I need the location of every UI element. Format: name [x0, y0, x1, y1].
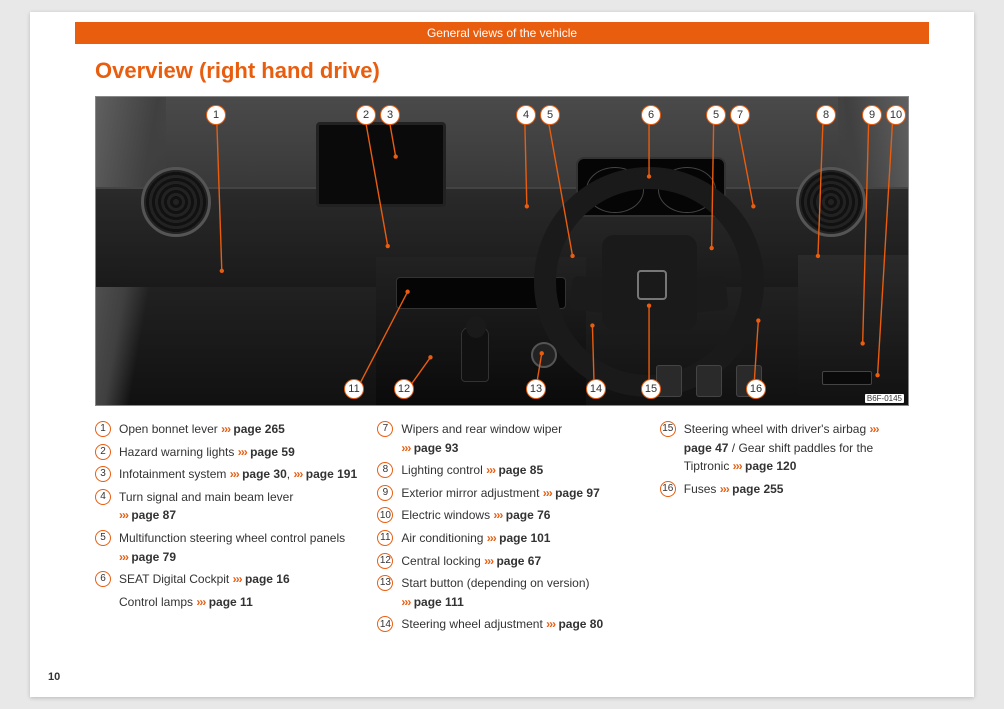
legend-number: 15: [660, 421, 676, 437]
window-buttons: [822, 371, 872, 385]
legend-item: 11 Air conditioning ››› page 101: [377, 529, 639, 548]
legend-item: 12 Central locking ››› page 67: [377, 552, 639, 571]
legend-text: Open bonnet lever ››› page 265: [119, 420, 357, 439]
legend-col-3: 15 Steering wheel with driver's airbag ››…: [660, 420, 909, 638]
callout-marker: 5: [540, 105, 560, 125]
overview-figure: B6F-0145 123456578910111213141516: [95, 96, 909, 406]
legend-number: 6: [95, 571, 111, 587]
legend-item: 10 Electric windows ››› page 76: [377, 506, 639, 525]
legend-item: 1 Open bonnet lever ››› page 265: [95, 420, 357, 439]
page-number: 10: [48, 671, 60, 683]
callout-marker: 12: [394, 379, 414, 399]
callout-marker: 15: [641, 379, 661, 399]
legend-text: Hazard warning lights ››› page 59: [119, 443, 357, 462]
legend-number: 7: [377, 421, 393, 437]
infotainment-screen: [316, 122, 446, 207]
legend-text: Start button (depending on version)››› p…: [401, 574, 639, 611]
legend-number: 4: [95, 489, 111, 505]
legend-text: Lighting control ››› page 85: [401, 461, 639, 480]
legend-item: 6 SEAT Digital Cockpit ››› page 16: [95, 570, 357, 589]
legend-item: 9 Exterior mirror adjustment ››› page 97: [377, 484, 639, 503]
callout-marker: 13: [526, 379, 546, 399]
legend-item: 16 Fuses ››› page 255: [660, 480, 909, 499]
legend-col-2: 7 Wipers and rear window wiper››› page 93…: [377, 420, 639, 638]
legend-number: 1: [95, 421, 111, 437]
wheel-hub: [602, 235, 697, 330]
legend-text: Air conditioning ››› page 101: [401, 529, 639, 548]
legend-text: Multifunction steering wheel control pan…: [119, 529, 357, 566]
legend-text: Wipers and rear window wiper››› page 93: [401, 420, 639, 457]
gear-lever: [461, 327, 489, 382]
manual-page: General views of the vehicle Overview (r…: [30, 12, 974, 697]
callout-marker: 14: [586, 379, 606, 399]
legend-number: 16: [660, 481, 676, 497]
callout-marker: 7: [730, 105, 750, 125]
legend-text: Steering wheel with driver's airbag ››› …: [684, 420, 909, 476]
legend-text: Control lamps ››› page 11: [119, 593, 357, 612]
legend-number: 5: [95, 530, 111, 546]
callout-marker: 1: [206, 105, 226, 125]
legend-item: Control lamps ››› page 11: [119, 593, 357, 612]
callout-marker: 9: [862, 105, 882, 125]
legend-number: 2: [95, 444, 111, 460]
legend-col-1: 1 Open bonnet lever ››› page 265 2 Hazard w…: [95, 420, 357, 638]
legend-text: SEAT Digital Cockpit ››› page 16: [119, 570, 357, 589]
legend-number: 10: [377, 507, 393, 523]
legend-number: 12: [377, 553, 393, 569]
legend-text: Steering wheel adjustment ››› page 80: [401, 615, 639, 634]
callout-marker: 10: [886, 105, 906, 125]
legend-number: 8: [377, 462, 393, 478]
legend-text: Fuses ››› page 255: [684, 480, 909, 499]
callout-marker: 6: [641, 105, 661, 125]
callout-marker: 2: [356, 105, 376, 125]
callout-marker: 3: [380, 105, 400, 125]
legend-item: 3 Infotainment system ››› page 30, ››› pa…: [95, 465, 357, 484]
legend-text: Central locking ››› page 67: [401, 552, 639, 571]
air-vent-right: [796, 167, 866, 237]
legend-item: 5 Multifunction steering wheel control pa…: [95, 529, 357, 566]
legend-text: Exterior mirror adjustment ››› page 97: [401, 484, 639, 503]
legend-item: 13 Start button (depending on version)›››…: [377, 574, 639, 611]
legend-item: 14 Steering wheel adjustment ››› page 80: [377, 615, 639, 634]
figure-code: B6F-0145: [865, 394, 904, 403]
legend-number: 13: [377, 575, 393, 591]
legend-number: 9: [377, 485, 393, 501]
legend-item: 7 Wipers and rear window wiper››› page 93: [377, 420, 639, 457]
section-header: General views of the vehicle: [75, 22, 929, 44]
page-title: Overview (right hand drive): [95, 58, 974, 84]
legend-item: 8 Lighting control ››› page 85: [377, 461, 639, 480]
legend-number: 11: [377, 530, 393, 546]
pedal: [696, 365, 722, 397]
legend-text: Infotainment system ››› page 30, ››› pag…: [119, 465, 357, 484]
callout-marker: 8: [816, 105, 836, 125]
callout-marker: 5: [706, 105, 726, 125]
legend: 1 Open bonnet lever ››› page 265 2 Hazard w…: [95, 420, 909, 638]
legend-item: 15 Steering wheel with driver's airbag ››…: [660, 420, 909, 476]
legend-text: Turn signal and main beam lever››› page …: [119, 488, 357, 525]
legend-number: 14: [377, 616, 393, 632]
legend-number: 3: [95, 466, 111, 482]
legend-item: 4 Turn signal and main beam lever››› page…: [95, 488, 357, 525]
legend-item: 2 Hazard warning lights ››› page 59: [95, 443, 357, 462]
start-button: [531, 342, 557, 368]
air-vent-left: [141, 167, 211, 237]
legend-text: Electric windows ››› page 76: [401, 506, 639, 525]
callout-marker: 16: [746, 379, 766, 399]
callout-marker: 11: [344, 379, 364, 399]
callout-marker: 4: [516, 105, 536, 125]
pedals: [656, 357, 796, 397]
